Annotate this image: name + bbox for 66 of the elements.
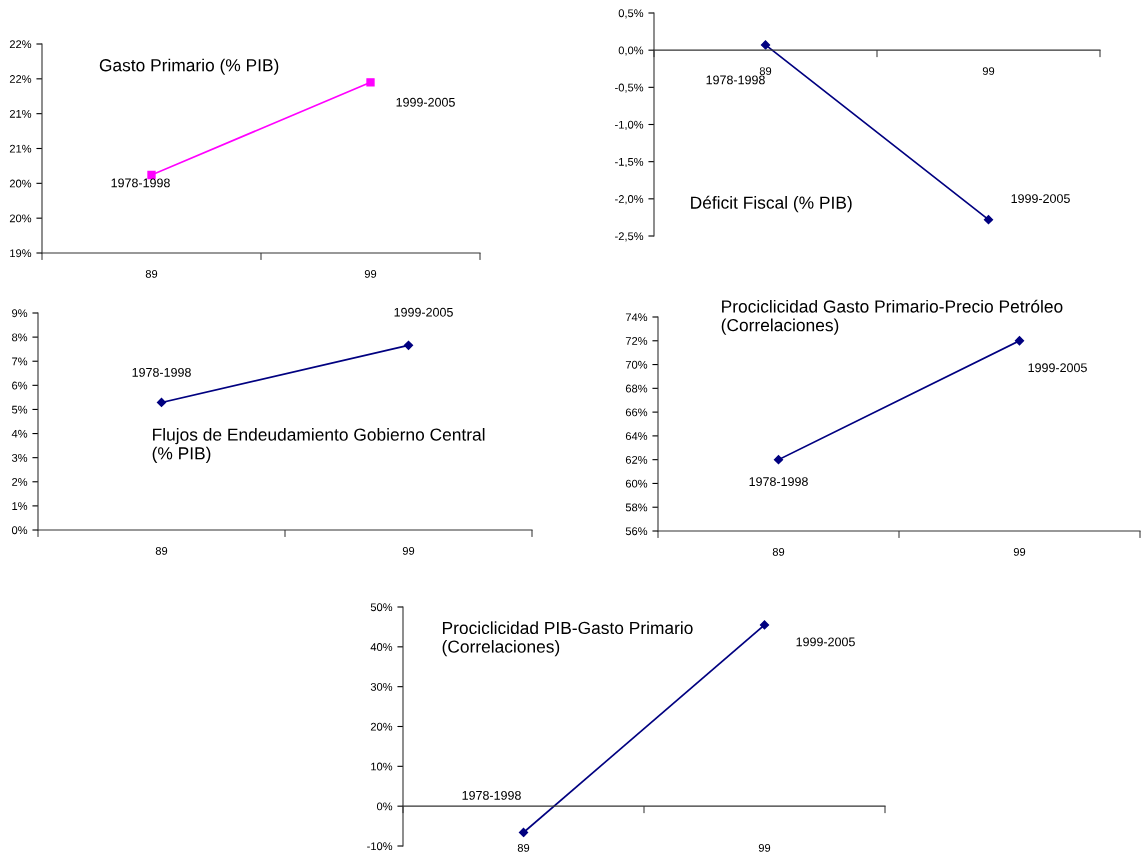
y-tick-label: 60% bbox=[625, 479, 648, 488]
y-tick-label: 0,0% bbox=[618, 46, 644, 56]
y-tick-label: 72% bbox=[625, 337, 648, 345]
y-tick-label: 4% bbox=[11, 429, 28, 438]
y-tick-label: 22% bbox=[9, 40, 32, 49]
annotation: 1999-2005 bbox=[394, 307, 453, 317]
annotation: 1999-2005 bbox=[796, 637, 855, 647]
text: Flujos de Endeudamiento Gobierno Central (% PIB) bbox=[152, 428, 485, 463]
y-tick-label: -2,5% bbox=[615, 232, 644, 242]
y-tick-label: 5% bbox=[11, 405, 28, 414]
x-tick-label: 99 bbox=[1013, 547, 1026, 556]
y-tick-label: 22% bbox=[9, 75, 32, 83]
y-tick-label: 0,5% bbox=[618, 9, 644, 19]
y-tick-label: 7% bbox=[12, 357, 28, 366]
chart-title: Prociclicidad Gasto Primario-Precio Petróleo (Correlaciones) bbox=[721, 299, 1063, 335]
y-tick-label: 1% bbox=[12, 502, 28, 510]
x-tick-label: 99 bbox=[758, 843, 771, 852]
y-tick-label: -2,0% bbox=[615, 195, 644, 205]
y-tick-label: 68% bbox=[625, 384, 648, 393]
y-tick-label: 0% bbox=[376, 802, 393, 811]
y-tick-label: 50% bbox=[370, 603, 393, 612]
annotation: 1978-1998 bbox=[111, 178, 170, 188]
y-tick-label: 2% bbox=[12, 478, 28, 486]
x-tick-label: 89 bbox=[772, 547, 785, 556]
text: Déficit Fiscal (% PIB) bbox=[691, 195, 852, 213]
y-tick-label: 20% bbox=[9, 179, 32, 188]
y-tick-label: 66% bbox=[625, 408, 648, 417]
y-tick-label: 0% bbox=[11, 526, 28, 535]
y-tick-label: 30% bbox=[370, 682, 393, 691]
annotation: 1999-2005 bbox=[396, 97, 455, 107]
y-tick-label: 58% bbox=[625, 503, 648, 512]
x-tick-label: 89 bbox=[517, 843, 530, 852]
y-tick-label: 70% bbox=[625, 360, 648, 369]
x-tick-label: 89 bbox=[155, 546, 168, 555]
y-tick-label: 56% bbox=[625, 527, 648, 536]
x-tick-label: 89 bbox=[759, 67, 772, 75]
y-tick-label: 19% bbox=[10, 249, 32, 258]
y-tick-label: 10% bbox=[371, 762, 393, 771]
y-tick-label: -1,0% bbox=[615, 120, 644, 130]
y-tick-label: 9% bbox=[12, 309, 28, 318]
annotation: 1978-1998 bbox=[132, 367, 191, 377]
x-tick-label: 99 bbox=[364, 269, 377, 278]
annotation: 1978-1998 bbox=[749, 477, 808, 487]
y-tick-label: 40% bbox=[370, 643, 393, 651]
text: Prociclicidad PIB-Gasto Primario (Correlaciones) bbox=[442, 621, 693, 657]
text: Gasto Primario (% PIB) bbox=[99, 58, 279, 75]
y-tick-label: 64% bbox=[625, 432, 648, 441]
y-tick-label: 8% bbox=[12, 333, 28, 342]
y-tick-label: -1,5% bbox=[615, 157, 644, 168]
x-tick-label: 99 bbox=[402, 546, 415, 555]
y-tick-label: 62% bbox=[625, 455, 648, 464]
y-tick-label: 6% bbox=[12, 381, 28, 390]
y-tick-label: 20% bbox=[370, 722, 393, 731]
annotation: 1978-1998 bbox=[706, 75, 765, 85]
y-tick-label: 21% bbox=[9, 109, 32, 118]
annotation: 1999-2005 bbox=[1028, 363, 1087, 373]
y-tick-label: 3% bbox=[11, 453, 28, 462]
y-tick-label: -10% bbox=[367, 842, 393, 851]
annotation: 1999-2005 bbox=[1011, 194, 1070, 203]
x-tick-label: 89 bbox=[145, 269, 158, 278]
x-tick-label: 99 bbox=[982, 67, 995, 75]
y-tick-label: -0,5% bbox=[615, 83, 644, 93]
y-tick-label: 21% bbox=[9, 144, 32, 153]
y-tick-label: 20% bbox=[9, 214, 32, 223]
annotation: 1978-1998 bbox=[462, 790, 521, 800]
y-tick-label: 74% bbox=[625, 313, 648, 322]
